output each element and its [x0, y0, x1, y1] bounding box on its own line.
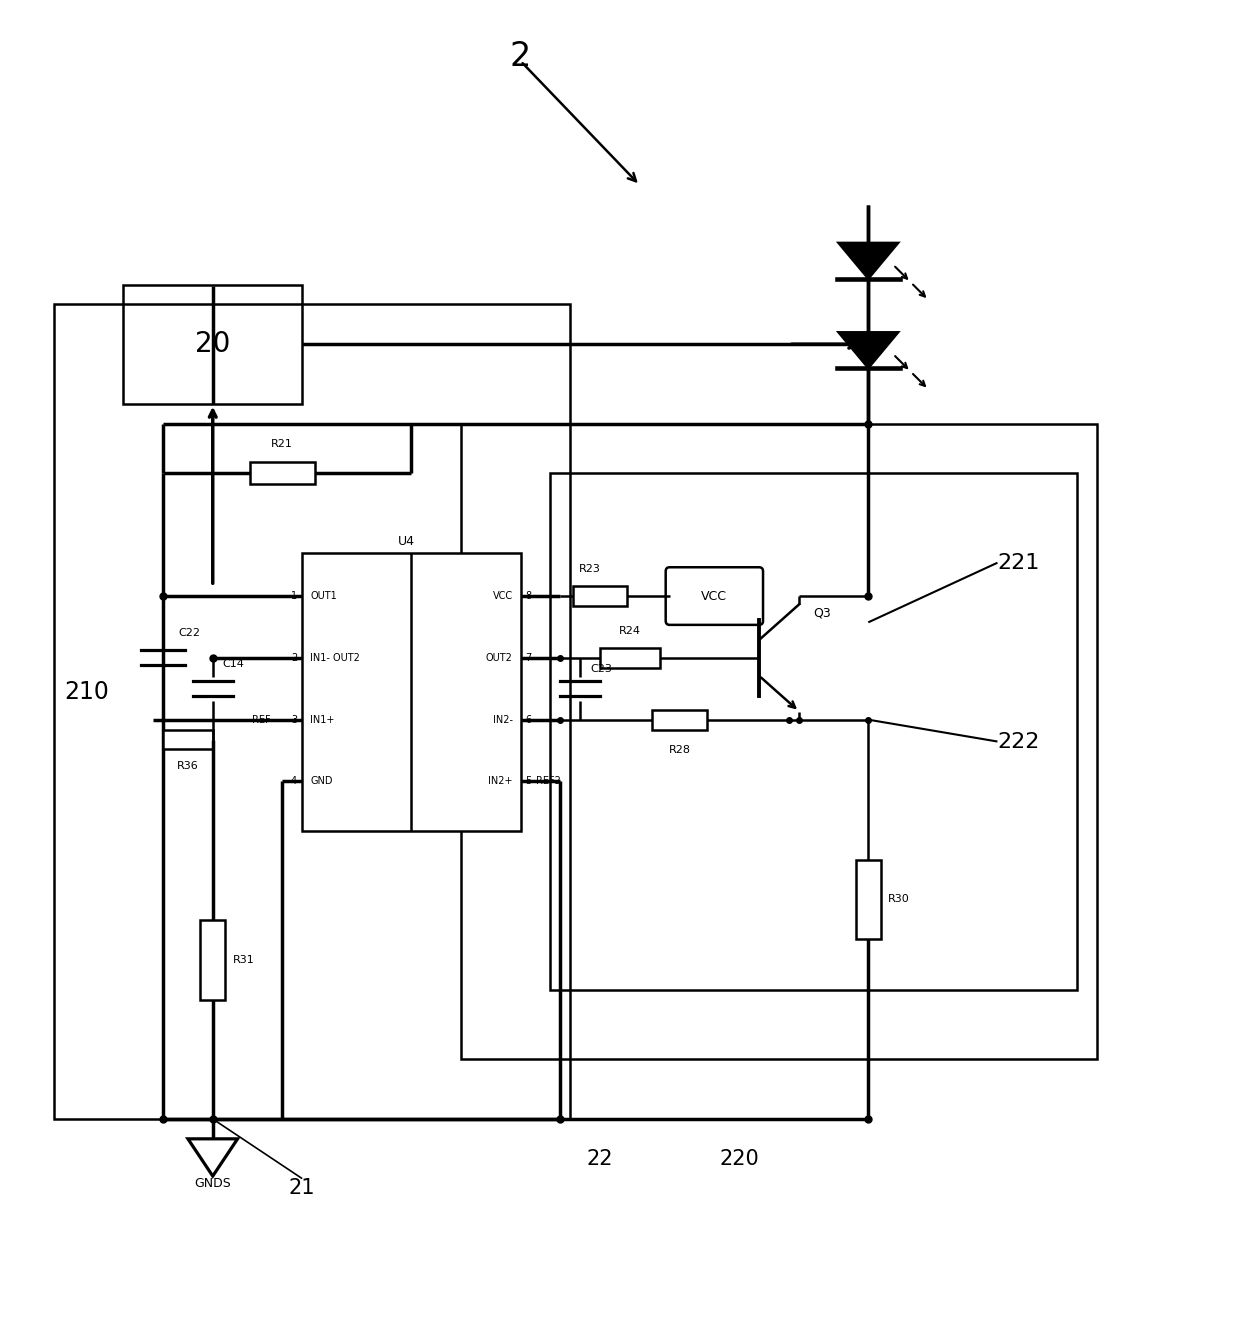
Text: IN2+: IN2+ [489, 777, 512, 786]
Text: C22: C22 [179, 628, 200, 637]
Bar [164, 730, 213, 749]
Text: IN1+: IN1+ [310, 715, 335, 725]
Text: 4: 4 [291, 777, 298, 786]
Text: IN1- OUT2: IN1- OUT2 [310, 652, 360, 663]
Text: OUT1: OUT1 [310, 590, 337, 601]
Text: 3: 3 [291, 715, 298, 725]
Bar [551, 474, 1076, 990]
Bar [652, 710, 707, 730]
Polygon shape [838, 243, 898, 279]
Bar [123, 285, 303, 404]
Bar [53, 305, 570, 1119]
Text: VCC: VCC [492, 590, 512, 601]
Bar [573, 586, 627, 607]
Text: R36: R36 [177, 761, 198, 772]
Text: R30: R30 [888, 895, 910, 905]
Text: R28: R28 [668, 745, 691, 754]
Text: IN2-: IN2- [492, 715, 512, 725]
Text: OUT2: OUT2 [486, 652, 512, 663]
Text: 210: 210 [63, 680, 109, 703]
Text: 5: 5 [526, 777, 532, 786]
Text: REF2: REF2 [536, 777, 560, 786]
Text: REF: REF [253, 715, 272, 725]
FancyBboxPatch shape [666, 568, 763, 625]
Text: Q3: Q3 [813, 607, 832, 620]
Text: GNDS: GNDS [195, 1177, 231, 1190]
Bar [600, 648, 660, 668]
Text: 222: 222 [997, 731, 1040, 752]
Text: 21: 21 [289, 1178, 315, 1198]
Text: R21: R21 [272, 439, 293, 448]
Text: VCC: VCC [702, 589, 728, 603]
Bar [461, 424, 1096, 1059]
Text: 2: 2 [291, 652, 298, 663]
Text: R23: R23 [579, 564, 601, 574]
Text: C23: C23 [590, 664, 613, 674]
Text: 7: 7 [526, 652, 532, 663]
Bar [303, 553, 521, 831]
Text: 220: 220 [719, 1149, 759, 1169]
Text: C14: C14 [223, 659, 244, 668]
Text: R24: R24 [619, 625, 641, 636]
Text: 221: 221 [997, 553, 1040, 573]
Bar [201, 921, 226, 1000]
Text: 1: 1 [291, 590, 298, 601]
Text: 8: 8 [526, 590, 532, 601]
Text: 2: 2 [510, 40, 532, 72]
Text: R31: R31 [233, 956, 254, 965]
Polygon shape [838, 333, 898, 368]
Text: 20: 20 [195, 330, 231, 358]
Bar [250, 463, 315, 484]
Text: 22: 22 [587, 1149, 614, 1169]
Text: 6: 6 [526, 715, 532, 725]
Text: U4: U4 [398, 535, 415, 548]
Bar [856, 860, 880, 939]
Text: GND: GND [310, 777, 332, 786]
